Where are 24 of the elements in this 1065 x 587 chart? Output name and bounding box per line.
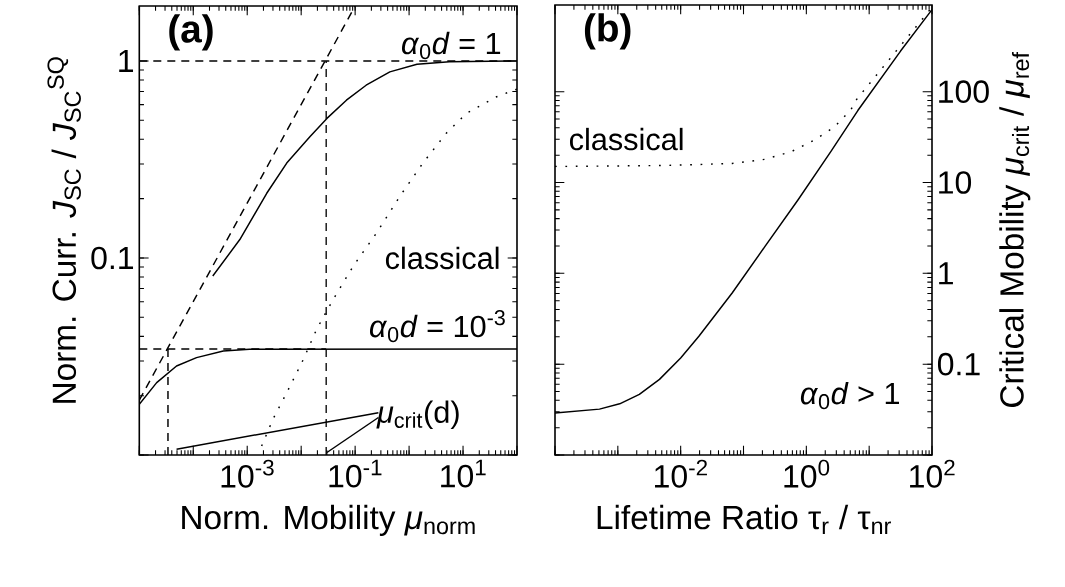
y-tick-label: 1 [119,49,134,72]
x-tick-label: 10$^{1}$ [441,459,486,488]
y-tick-label: 1 [939,262,953,285]
y-axis-title: Norm. Curr. J$_{SC}$ / J$_{SC}$SQ [47,57,81,403]
y-tick-label: 10 [939,171,972,194]
annotation: μ$_{crit}$(d) [376,400,459,430]
x-axis-title: Lifetime Ratio τ$_{r}$ / τ$_{nr}$ [597,504,891,534]
x-axis-title: Norm. Mobility μ$_{norm}$ [182,504,475,536]
y-tick-label: 0.1 [937,352,980,376]
x-tick-label: 10$^{-2}$ [655,459,707,488]
annotation: classical [385,246,499,270]
x-tick-label: 10$^{2}$ [910,459,955,488]
annotation: α$_{0}$d = 1 [401,31,501,60]
annotation: (b) [584,13,631,50]
y-axis-title: Critical Mobility μ$_{crit}$ / μ$_{ref}$ [999,51,1031,407]
y-tick-label: 100 [939,80,989,104]
y-tick-label: 0.1 [91,246,134,270]
annotation: α$_{0}$d > 1 [800,381,900,410]
x-tick-label: 10$^{-3}$ [221,459,274,488]
annotation: (a) [169,14,213,51]
annotation: α$_{0}$d = 10$^{-3}$ [369,310,505,343]
x-tick-label: 10$^{0}$ [784,459,830,488]
annotation: classical [569,127,683,151]
x-tick-label: 10$^{-1}$ [329,459,382,488]
